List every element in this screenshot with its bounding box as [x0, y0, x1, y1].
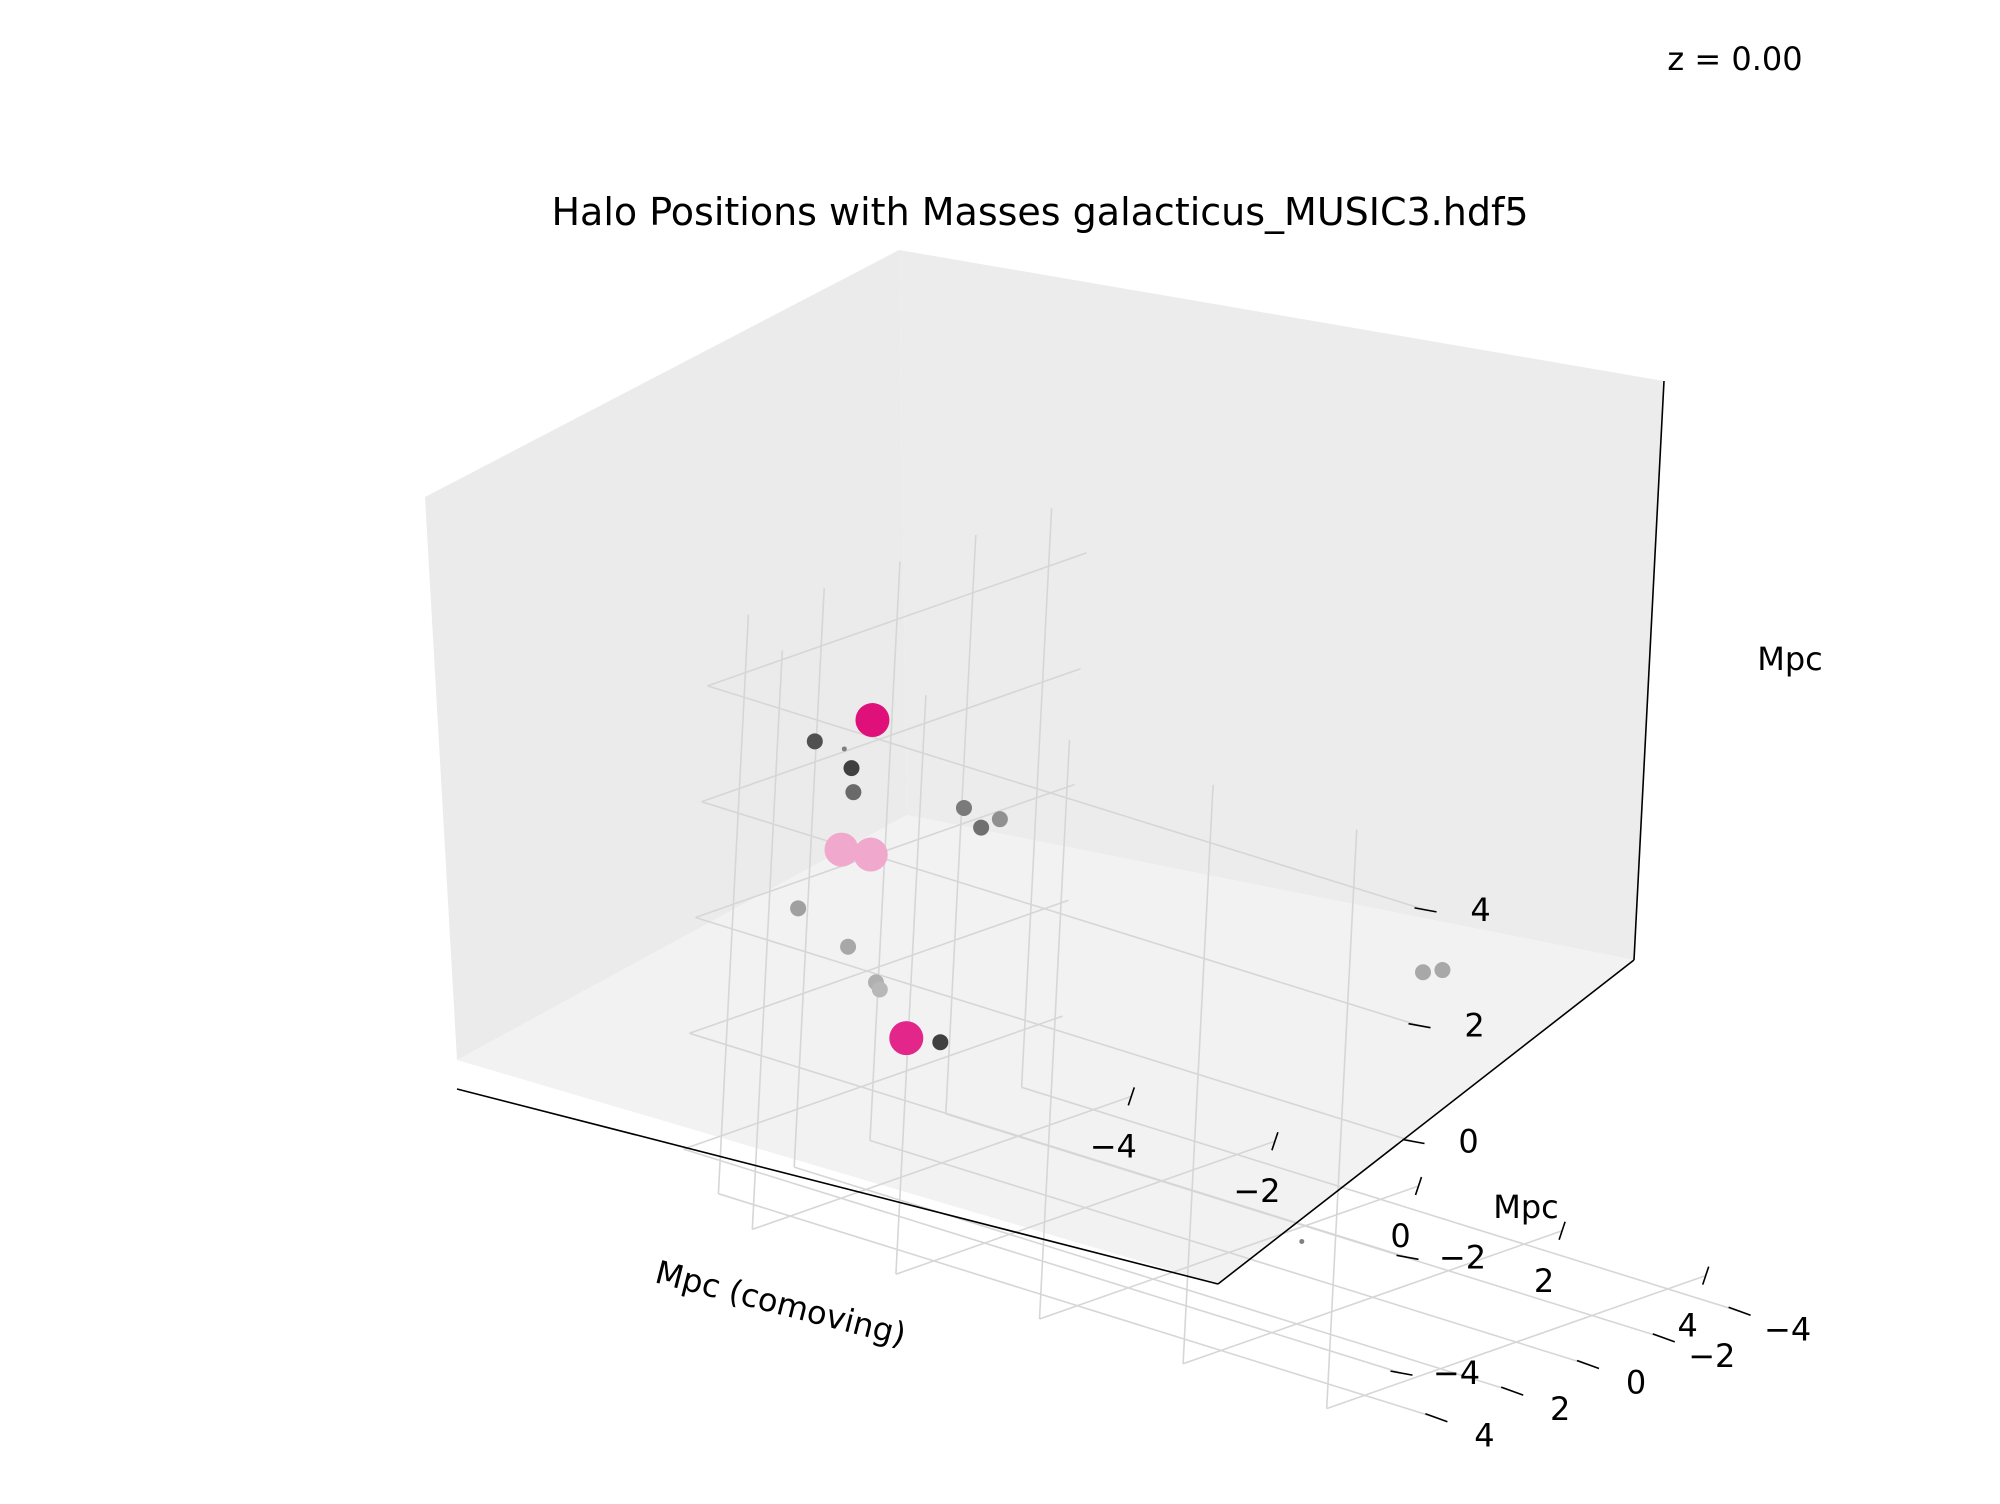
- y-tick: [1576, 1359, 1600, 1370]
- x-tick: [1127, 1087, 1136, 1106]
- y-axis-line: [1217, 959, 1635, 1285]
- axis-ticks: −4 −2 0 2 4 −4 −2 0 2 4 −4 −2 0 2 4: [1090, 891, 1811, 1455]
- halo-point: [806, 733, 823, 750]
- chart-title: Halo Positions with Masses galacticus_MU…: [551, 190, 1528, 234]
- grid-line: [1325, 829, 1358, 1409]
- y-axis-label: Mpc: [1493, 1188, 1559, 1226]
- halo-point: [824, 832, 859, 867]
- x-tick-label: 2: [1534, 1262, 1554, 1300]
- halo-point: [1415, 964, 1431, 981]
- halo-point: [955, 799, 972, 816]
- y-tick: [1652, 1333, 1676, 1343]
- z-tick-label: −2: [1439, 1238, 1486, 1276]
- x-axis-label: Mpc (comoving): [652, 1253, 910, 1354]
- halo-point: [932, 1034, 949, 1051]
- grid-line: [869, 1139, 1589, 1366]
- grid-line: [1182, 1230, 1563, 1365]
- x-axis-line: [456, 1088, 1219, 1285]
- grid-line: [1326, 1274, 1706, 1410]
- z-tick-label: 0: [1458, 1123, 1478, 1161]
- y-tick-label: −4: [1764, 1310, 1811, 1348]
- y-tick: [1728, 1306, 1751, 1317]
- x-tick-label: 4: [1678, 1307, 1698, 1345]
- x-tick-label: −2: [1233, 1172, 1280, 1210]
- z-axis-line: [1633, 380, 1665, 961]
- halo-point: [853, 837, 888, 872]
- grid-line: [707, 685, 1426, 911]
- z-tick: [1402, 1138, 1425, 1145]
- z-tick-label: −4: [1433, 1354, 1480, 1392]
- halo-point: [840, 938, 857, 955]
- halo-point: [991, 811, 1008, 828]
- halo-point: [790, 900, 807, 917]
- grid-line: [1182, 784, 1214, 1364]
- y-tick-label: 0: [1626, 1364, 1646, 1402]
- halo-point: [855, 703, 890, 738]
- x-tick-label: 0: [1390, 1217, 1410, 1255]
- z-tick: [1414, 907, 1437, 913]
- z-axis-label: Mpc: [1757, 640, 1823, 678]
- axis-lines: [456, 380, 1665, 1285]
- x-tick-label: −4: [1090, 1127, 1137, 1165]
- halo-point: [973, 819, 990, 836]
- z-tick: [1408, 1022, 1431, 1029]
- grid-line: [707, 552, 1087, 687]
- halo-point: [845, 784, 862, 801]
- halo-point: [889, 1021, 924, 1056]
- grid-line: [701, 667, 1081, 803]
- y-tick-label: 4: [1474, 1417, 1494, 1455]
- z-tick-label: 2: [1464, 1007, 1484, 1045]
- x-tick: [1414, 1176, 1423, 1196]
- grid-lines: [683, 508, 1740, 1419]
- grid-line: [718, 1192, 1437, 1419]
- y-tick: [1500, 1386, 1524, 1396]
- halo-point: [843, 760, 860, 777]
- grid-line: [695, 916, 1414, 1143]
- back-pane: [899, 250, 1664, 960]
- left-pane: [425, 250, 907, 1060]
- halo-point: [841, 746, 847, 752]
- grid-line: [793, 1166, 1513, 1392]
- grid-line: [717, 614, 750, 1194]
- z-tick: [1390, 1370, 1413, 1376]
- halo-point: [1299, 1239, 1305, 1244]
- x-tick: [1558, 1221, 1566, 1241]
- halo-points: [790, 703, 1451, 1244]
- z-tick: [1396, 1254, 1419, 1261]
- redshift-label: z = 0.00: [1667, 40, 1802, 78]
- grid-line: [793, 588, 825, 1168]
- halo-point: [871, 981, 888, 998]
- x-tick: [1271, 1131, 1279, 1151]
- halo-point: [1434, 962, 1451, 979]
- x-tick: [1701, 1266, 1710, 1285]
- y-tick-label: 2: [1550, 1390, 1570, 1428]
- y-tick-label: −2: [1688, 1337, 1735, 1375]
- z-tick-label: 4: [1470, 891, 1490, 929]
- grid-line: [701, 800, 1420, 1027]
- y-tick: [1425, 1412, 1448, 1423]
